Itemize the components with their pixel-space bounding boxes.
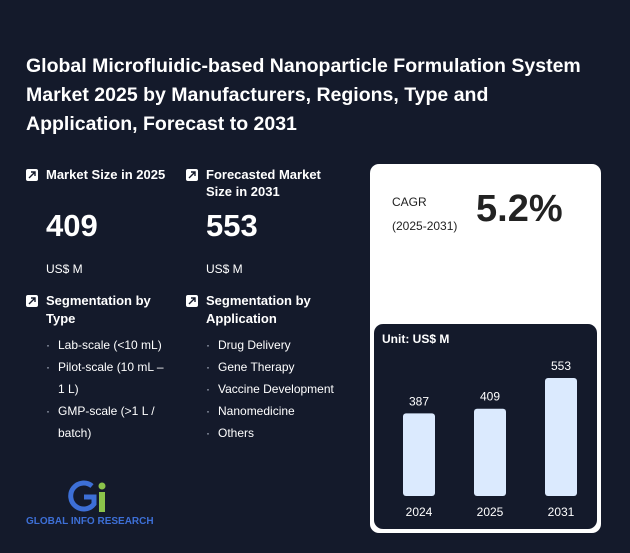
- x-tick-label: 2031: [548, 505, 575, 519]
- segmentation-type-item: Lab-scale (<10 mL): [46, 334, 166, 356]
- segmentation-type-block: Segmentation by Type Lab-scale (<10 mL)P…: [26, 292, 176, 472]
- segmentation-application-item: Vaccine Development: [206, 378, 366, 400]
- chart-unit-label: Unit: US$ M: [382, 332, 450, 346]
- forecast-size-stat: Forecasted Market Size in 2031 553 US$ M: [186, 166, 356, 286]
- brand-logo: GLOBAL INFO RESEARCH: [26, 480, 166, 530]
- bar-2024: [403, 413, 435, 496]
- bar-2031: [545, 378, 577, 496]
- bar-value-label: 553: [551, 359, 571, 373]
- cagr-label-line1: CAGR: [392, 195, 427, 209]
- segmentation-application-title: Segmentation by Application: [206, 293, 311, 326]
- logo-mark-icon: [68, 480, 106, 512]
- page-title: Global Microfluidic-based Nanoparticle F…: [26, 55, 581, 135]
- segmentation-type-title: Segmentation by Type: [46, 293, 151, 326]
- x-tick-label: 2024: [406, 505, 433, 519]
- bar-chart-svg: 387 2024 409 2025 553 2031: [403, 359, 577, 519]
- segmentation-type-item: GMP-scale (>1 L / batch): [46, 400, 166, 444]
- market-size-stat: Market Size in 2025 409 US$ M: [26, 166, 176, 286]
- forecast-size-unit: US$ M: [206, 262, 243, 276]
- segmentation-application-item: Gene Therapy: [206, 356, 366, 378]
- segmentation-application-item: Drug Delivery: [206, 334, 366, 356]
- bar-2025: [474, 408, 506, 496]
- cagr-value: 5.2%: [476, 188, 563, 230]
- bar-value-label: 409: [480, 390, 500, 404]
- market-size-label: Market Size in 2025: [46, 167, 166, 182]
- segmentation-type-list: Lab-scale (<10 mL)Pilot-scale (10 mL – 1…: [46, 334, 166, 444]
- segmentation-application-list: Drug DeliveryGene TherapyVaccine Develop…: [206, 334, 366, 444]
- cagr-label: CAGR (2025-2031): [392, 190, 457, 238]
- market-size-value: 409: [46, 208, 98, 243]
- segmentation-application-item: Nanomedicine: [206, 400, 366, 422]
- x-tick-label: 2025: [477, 505, 504, 519]
- forecast-size-value: 553: [206, 208, 258, 243]
- market-size-unit: US$ M: [46, 262, 83, 276]
- segmentation-application-item: Others: [206, 422, 366, 444]
- arrow-up-right-icon: [26, 169, 38, 181]
- segmentation-type-item: Pilot-scale (10 mL – 1 L): [46, 356, 166, 400]
- cagr-card: CAGR (2025-2031) 5.2% Unit: US$ M 387 202…: [370, 164, 601, 533]
- forecast-size-label: Forecasted Market Size in 2031: [206, 167, 321, 199]
- bar-chart: Unit: US$ M 387 2024 409 2025 553 2031: [374, 324, 597, 529]
- bar-value-label: 387: [409, 394, 429, 408]
- arrow-up-right-icon: [186, 295, 198, 307]
- segmentation-application-block: Segmentation by Application Drug Deliver…: [186, 292, 356, 472]
- logo-text: GLOBAL INFO RESEARCH: [26, 516, 154, 527]
- arrow-up-right-icon: [26, 295, 38, 307]
- arrow-up-right-icon: [186, 169, 198, 181]
- cagr-label-line2: (2025-2031): [392, 219, 458, 233]
